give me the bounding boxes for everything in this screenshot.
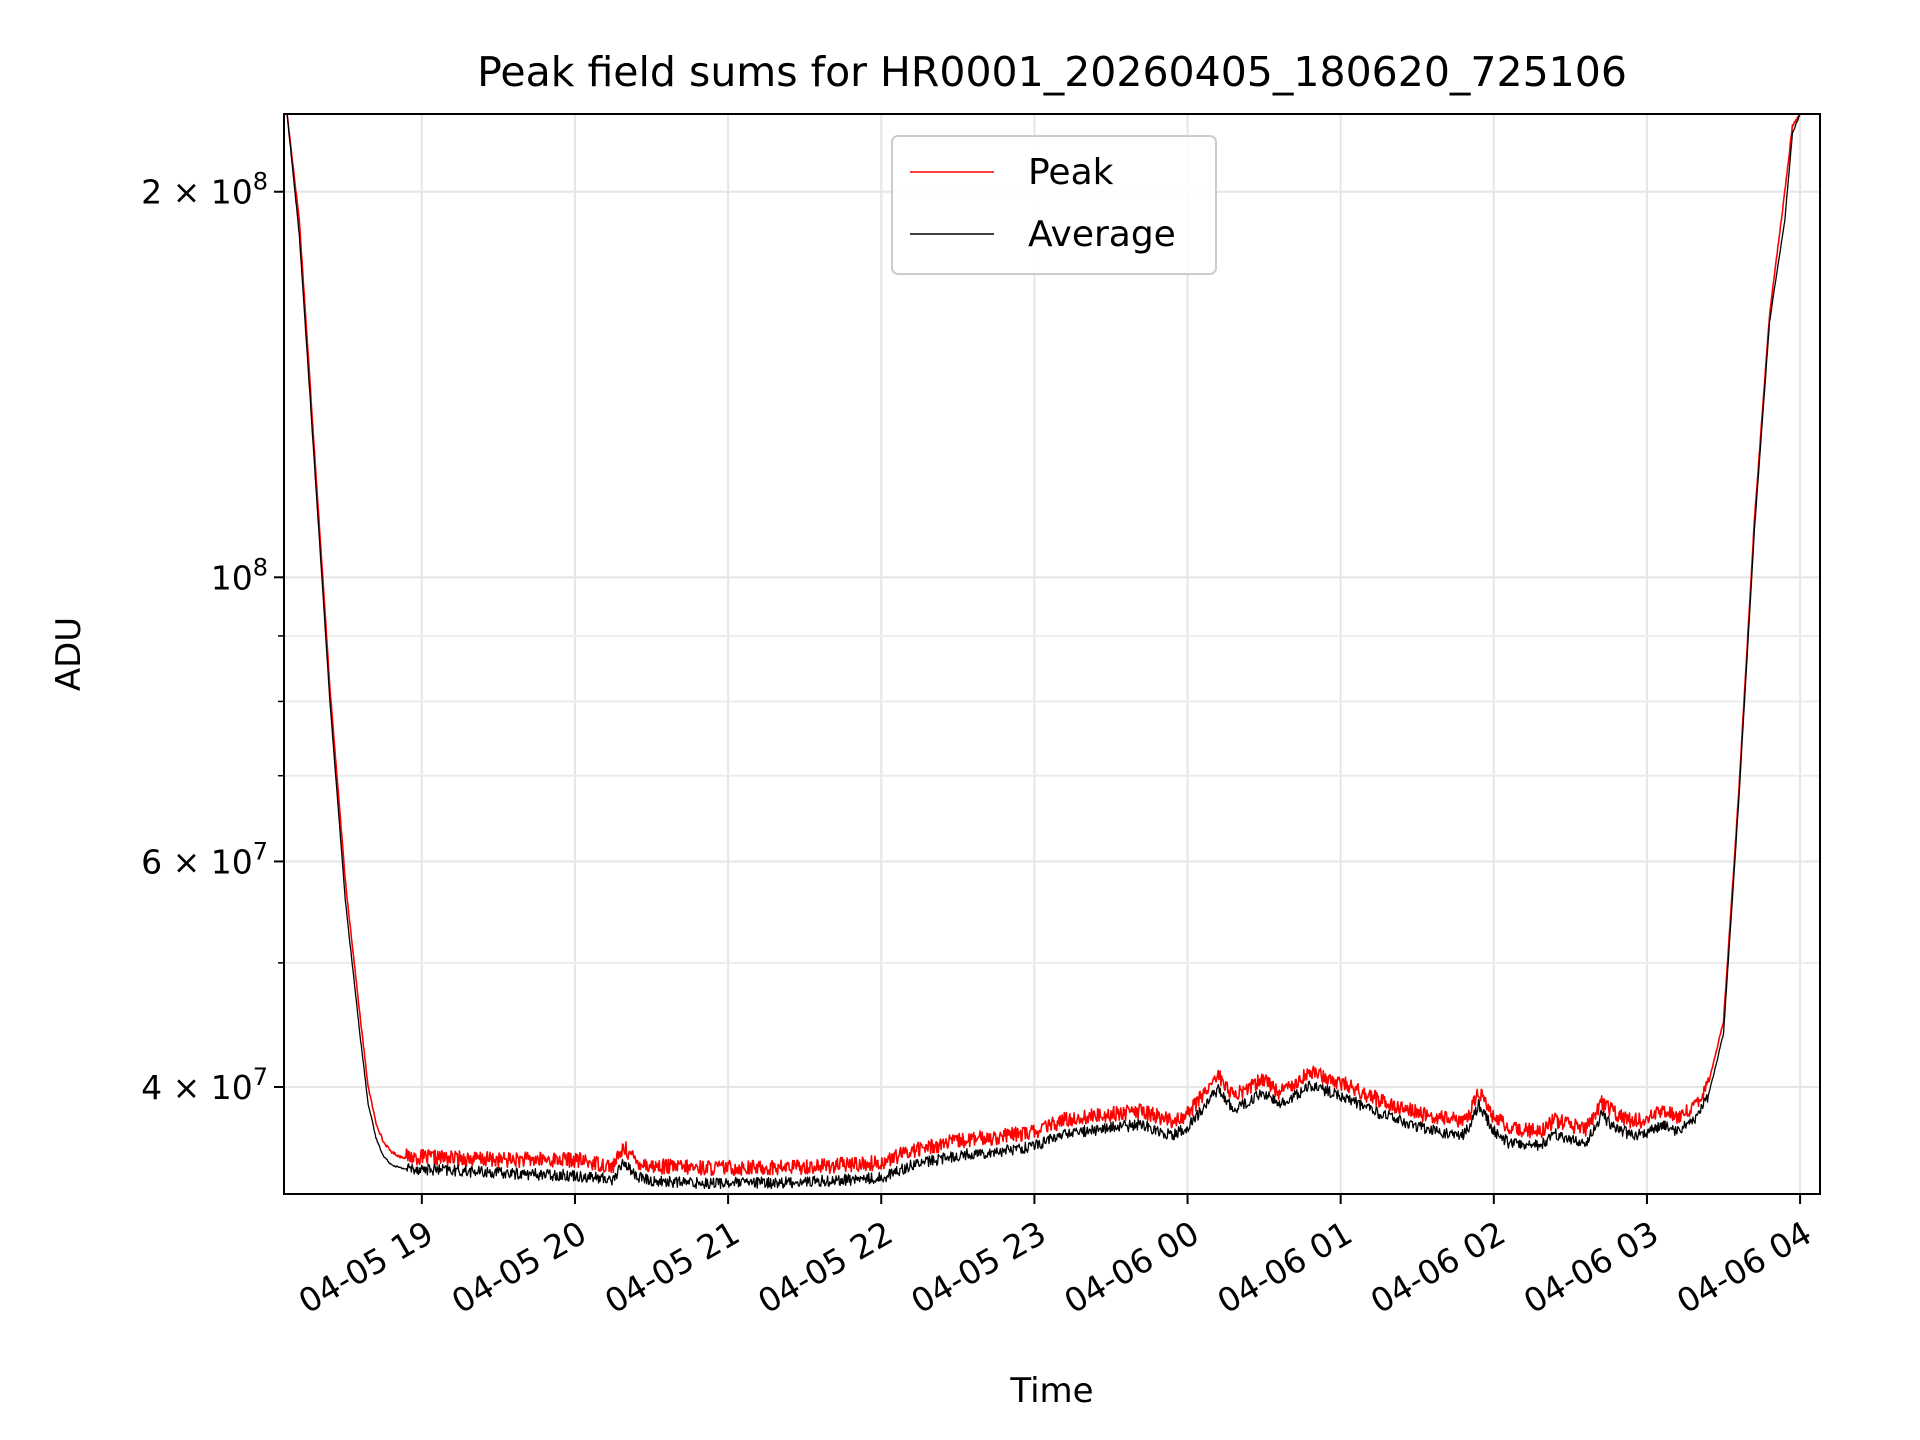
y-tick-exponent: 7 <box>253 1063 268 1091</box>
series-line-average <box>286 113 1801 1190</box>
chart-title: Peak field sums for HR0001_20260405_1806… <box>477 48 1627 96</box>
x-axis-label: Time <box>1009 1371 1093 1411</box>
legend: Peak Average <box>891 135 1217 275</box>
plot-frame <box>283 113 1821 1195</box>
y-axis-label: ADU <box>49 617 89 691</box>
legend-label-peak: Peak <box>1028 152 1114 193</box>
series-layer <box>286 113 1801 1190</box>
y-tick-label: 6 × 107 <box>141 837 268 881</box>
y-tick-label: 2 × 108 <box>141 168 268 212</box>
y-tick-label: 4 × 107 <box>141 1063 268 1107</box>
y-tick-exponent: 8 <box>253 168 268 196</box>
y-tick-exponent: 7 <box>253 837 268 865</box>
series-line-peak <box>286 113 1801 1176</box>
y-tick-exponent: 8 <box>253 553 268 581</box>
legend-label-average: Average <box>1028 214 1176 255</box>
legend-box <box>891 135 1217 275</box>
